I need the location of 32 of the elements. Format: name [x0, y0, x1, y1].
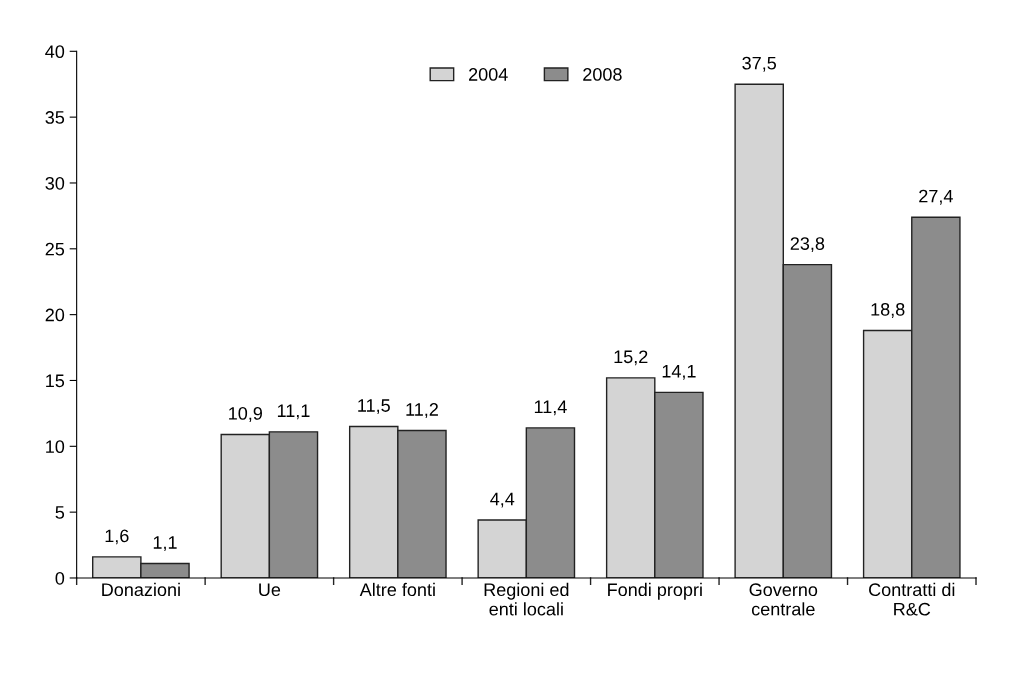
y-tick-label: 35 — [45, 111, 65, 124]
data-label: 18,8 — [871, 302, 905, 318]
x-tick-label: Contratti di R&C — [869, 582, 955, 616]
data-label: 23,8 — [790, 237, 825, 253]
y-tick-label: 5 — [55, 506, 65, 519]
y-tick-label: 10 — [46, 440, 65, 454]
data-label: 1,1 — [153, 536, 177, 551]
data-label: 11,5 — [358, 399, 390, 415]
y-tick-label: 30 — [45, 176, 65, 190]
y-tick-label: 25 — [45, 242, 65, 256]
x-tick-label: Altre fonti — [359, 582, 435, 597]
x-tick-label: Fondi propri — [608, 582, 702, 600]
y-tick-label: 20 — [45, 308, 65, 322]
legend-label: 2004 — [469, 68, 508, 81]
data-label: 4,4 — [490, 492, 515, 508]
legend-label: 2008 — [583, 68, 622, 81]
x-tick-label: Ue — [259, 583, 281, 597]
data-label: 11,2 — [406, 403, 438, 418]
y-tick-label: 40 — [45, 45, 65, 59]
y-tick-label: 15 — [46, 374, 65, 388]
data-label: 1,6 — [105, 529, 129, 545]
data-label: 15,2 — [614, 350, 648, 366]
x-tick-label: Donazioni — [102, 582, 180, 597]
x-tick-label: Governo centrale — [749, 583, 818, 616]
data-label: 37,5 — [742, 56, 777, 72]
data-label: 27,4 — [919, 189, 953, 205]
data-label: 14,1 — [662, 365, 696, 380]
data-label: 11,4 — [534, 400, 567, 416]
y-tick-label: 0 — [55, 571, 65, 585]
x-tick-label: Regioni ed enti locali — [484, 582, 569, 616]
data-label: 10,9 — [229, 406, 262, 422]
data-label: 11,1 — [277, 404, 310, 420]
